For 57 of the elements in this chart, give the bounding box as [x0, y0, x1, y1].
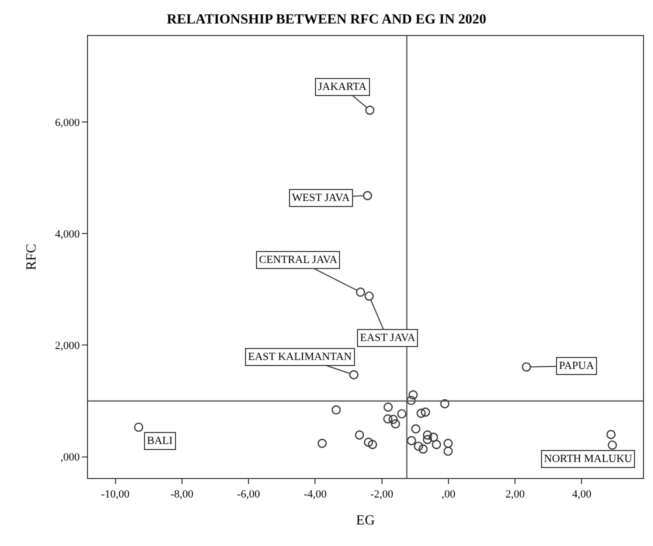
point — [349, 370, 358, 380]
x-tick-label: -6,00 — [237, 488, 261, 500]
x-tick-label: 4,00 — [572, 488, 592, 500]
y-tick-label: ,000 — [60, 452, 80, 464]
y-tick-label: 2,000 — [54, 340, 80, 352]
point — [444, 438, 453, 448]
point — [422, 430, 432, 440]
point — [362, 191, 372, 200]
x-tick-label: -8,00 — [170, 488, 194, 500]
point — [390, 419, 400, 428]
y-tick-label: 6,000 — [54, 116, 80, 129]
x-tick-label: 2,00 — [505, 488, 526, 500]
annotation: WEST JAVA — [292, 192, 350, 204]
point — [364, 438, 374, 447]
point — [365, 106, 374, 115]
annotation: EAST JAVA — [360, 332, 416, 344]
point — [332, 405, 341, 415]
point — [428, 432, 438, 442]
point — [606, 430, 616, 440]
point — [418, 444, 428, 454]
point — [411, 424, 420, 434]
point — [406, 396, 416, 406]
annotation: JAKARTA — [318, 81, 367, 93]
point — [406, 436, 416, 446]
point — [356, 288, 366, 297]
point — [383, 414, 392, 424]
annotation: PAPUA — [559, 360, 594, 372]
point — [368, 440, 378, 450]
point — [416, 408, 426, 418]
x-tick-label: -4,00 — [304, 488, 328, 500]
point — [388, 414, 398, 424]
annotation: CENTRAL JAVA — [259, 254, 338, 266]
y-axis-title: RFC — [24, 244, 40, 270]
point — [608, 440, 617, 450]
annotation: NORTH MALUKU — [544, 453, 632, 465]
x-tick-label: -10,00 — [101, 488, 130, 500]
point — [420, 408, 430, 417]
point — [134, 422, 144, 432]
point — [422, 434, 432, 444]
annotation: BALI — [147, 435, 173, 447]
x-tick-label: -2,00 — [370, 488, 394, 500]
point — [354, 430, 364, 440]
point — [444, 446, 453, 456]
point — [408, 390, 418, 400]
x-axis-title: EG — [356, 514, 375, 529]
point — [384, 402, 393, 412]
x-tick-label: ,00 — [442, 488, 456, 500]
annotation: EAST KALIMANTAN — [248, 351, 352, 363]
point — [318, 438, 327, 448]
point — [522, 362, 531, 372]
point — [364, 291, 374, 301]
point — [440, 399, 450, 408]
point — [397, 409, 406, 418]
y-tick-label: 4,000 — [54, 228, 80, 240]
chart-title: RELATIONSHIP BETWEEN RFC AND EG IN 2020 — [166, 12, 486, 28]
point — [414, 442, 424, 451]
point — [432, 440, 442, 450]
